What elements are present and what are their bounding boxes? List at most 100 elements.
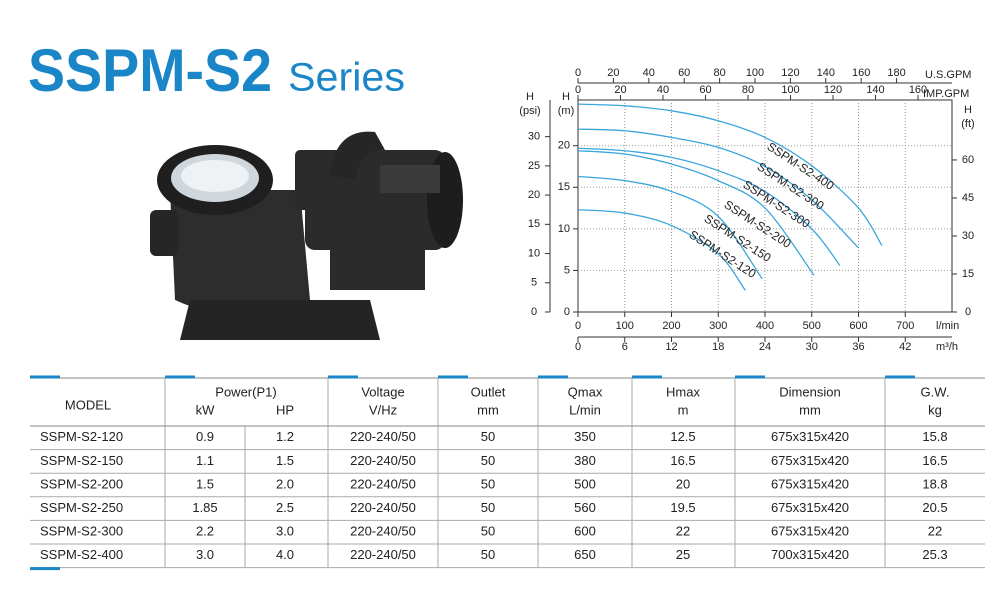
y-axis-label: H [562,91,570,103]
table-cell: 25.3 [922,547,947,562]
x-tick-label: 60 [678,67,690,79]
y-tick-label: 0 [965,306,971,318]
header-cell: Qmax [568,384,603,399]
x-tick-label: 140 [817,67,835,79]
table-cell: 2.0 [276,476,294,491]
table-cell: 16.5 [922,453,947,468]
x-tick-label: 40 [657,84,669,96]
x-tick-label: 18 [712,341,724,353]
table-cell: 650 [574,547,596,562]
x-tick-label: 160 [909,84,927,96]
x-tick-label: 0 [575,84,581,96]
table-cell: 18.8 [922,476,947,491]
table-cell: 675x315x420 [771,453,849,468]
x-tick-label: 80 [713,67,725,79]
spec-table: MODEL Power(P1) Voltage V/Hz Outlet mm Qmax L/m… [30,375,985,571]
y-tick-label: 0 [531,306,537,318]
x-tick-label: 160 [852,67,870,79]
x-axis-label: l/min [936,320,959,332]
table-cell: 2.2 [196,524,214,539]
header-cell: Hmax [666,384,700,399]
table-cell: 16.5 [670,453,695,468]
header-cell: mm [799,402,821,417]
table-cell: 1.5 [196,476,214,491]
y-tick-label: 0 [564,306,570,318]
table-cell: 220-240/50 [350,547,416,562]
x-tick-label: 80 [742,84,754,96]
pump-image [150,131,463,340]
table-cell: SSPM-S2-150 [40,453,123,468]
axis-label: H [526,91,534,103]
table-cell: SSPM-S2-250 [40,500,123,515]
header-cell: m [678,402,689,417]
subheader-cell: HP [276,402,294,417]
x-tick-label: 60 [699,84,711,96]
table-cell: 675x315x420 [771,500,849,515]
header-cell: Dimension [779,384,840,399]
table-cell: 600 [574,524,596,539]
x-tick-label: 600 [849,320,867,332]
table-cell: 22 [676,524,690,539]
table-cell: 3.0 [276,524,294,539]
header-cell: Power(P1) [215,384,276,399]
y-tick-label: 20 [528,189,540,201]
y-tick-label: 15 [962,268,974,280]
axis-label: U.S.GPM [925,69,971,81]
table-cell: 1.1 [196,453,214,468]
table-cell: 675x315x420 [771,476,849,491]
x-tick-label: 6 [622,341,628,353]
table-cell: 50 [481,453,495,468]
title-model: SSPM-S2 [28,37,272,104]
table-cell: 50 [481,547,495,562]
table-cell: 4.0 [276,547,294,562]
header-cell: kg [928,402,942,417]
x-tick-label: 100 [746,67,764,79]
table-cell: 1.85 [192,500,217,515]
table-cell: 675x315x420 [771,524,849,539]
table-cell: 350 [574,429,596,444]
table-cell: SSPM-S2-120 [40,429,123,444]
y-axis-label: (m) [558,105,575,117]
table-cell: SSPM-S2-400 [40,547,123,562]
title-series: Series [288,56,405,100]
header-cell: Outlet [471,384,506,399]
x-tick-label: 40 [643,67,655,79]
header-cell: mm [477,402,499,417]
table-cell: 50 [481,476,495,491]
table-cell: 220-240/50 [350,476,416,491]
table-cell: SSPM-S2-200 [40,476,123,491]
subheader-cell: kW [196,402,216,417]
table-cell: 220-240/50 [350,453,416,468]
y-tick-label: 20 [558,140,570,152]
table-cell: 380 [574,453,596,468]
table-cell: 20.5 [922,500,947,515]
x-tick-label: 500 [803,320,821,332]
table-cell: 700x315x420 [771,547,849,562]
x-tick-label: 400 [756,320,774,332]
axis-label: (psi) [519,105,540,117]
x-tick-label: 0 [575,320,581,332]
table-cell: SSPM-S2-300 [40,524,123,539]
table-cell: 1.2 [276,429,294,444]
x-tick-label: 700 [896,320,914,332]
y-tick-label: 5 [531,277,537,289]
x-tick-label: 24 [759,341,771,353]
x-tick-label: 42 [899,341,911,353]
y-tick-label: 30 [962,230,974,242]
y-tick-label: 10 [528,247,540,259]
table-cell: 220-240/50 [350,524,416,539]
y-tick-label: 30 [528,131,540,143]
x-tick-label: 36 [852,341,864,353]
header-cell: V/Hz [369,402,397,417]
x-tick-label: 300 [709,320,727,332]
x-tick-label: 100 [616,320,634,332]
table-cell: 22 [928,524,942,539]
x-tick-label: 0 [575,67,581,79]
table-cell: 50 [481,429,495,444]
x-tick-label: 20 [614,84,626,96]
header-cell: Voltage [361,384,404,399]
axis-label: m³/h [936,341,958,353]
table-cell: 15.8 [922,429,947,444]
table-cell: 12.5 [670,429,695,444]
